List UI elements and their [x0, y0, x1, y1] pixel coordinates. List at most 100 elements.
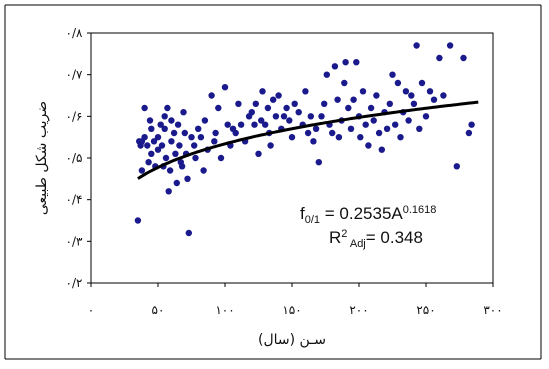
data-point — [201, 117, 209, 124]
data-point — [138, 167, 146, 174]
eq-base: f — [300, 204, 305, 223]
data-point — [158, 142, 166, 149]
data-point — [235, 100, 242, 108]
data-point — [422, 113, 430, 120]
data-point — [329, 129, 336, 137]
data-point — [357, 134, 364, 141]
data-point — [162, 154, 170, 162]
x-tick-label: ۵۰ — [152, 303, 165, 317]
data-point — [192, 154, 199, 162]
data-point — [168, 117, 175, 124]
data-point — [161, 125, 168, 132]
data-point — [310, 138, 317, 145]
data-point — [168, 138, 175, 145]
data-point — [365, 142, 372, 149]
data-point — [460, 54, 467, 62]
eq-sup: 0.1618 — [403, 204, 437, 216]
data-point — [465, 129, 473, 137]
data-point — [370, 117, 377, 124]
data-point — [392, 121, 399, 128]
y-tick-label: ۰/۳ — [66, 234, 83, 248]
data-point — [453, 163, 460, 170]
x-tick-label: ۳۰۰ — [483, 303, 502, 317]
data-point — [197, 134, 205, 141]
data-point — [383, 125, 391, 132]
data-point — [172, 150, 179, 157]
data-point — [237, 121, 245, 128]
data-point — [342, 59, 349, 66]
data-point — [468, 121, 475, 128]
data-point — [252, 100, 259, 108]
data-point — [394, 79, 402, 87]
data-point — [334, 96, 341, 103]
data-point — [286, 117, 293, 124]
y-tick-label: ۰/۶ — [66, 109, 83, 123]
data-point — [166, 167, 174, 174]
data-point — [446, 42, 454, 49]
data-point — [170, 129, 178, 137]
x-axis-label: سـن (سال) — [258, 332, 326, 348]
data-point — [347, 125, 355, 132]
y-tick-label: ۰/۲ — [66, 276, 83, 290]
data-point — [267, 142, 274, 149]
data-point — [386, 100, 393, 108]
data-point — [176, 142, 183, 149]
fit-equation: f0/1 = 0.2535A0.1618 — [300, 204, 436, 226]
data-point — [154, 146, 162, 153]
x-axis-ticks: ۰ ۵۰ ۱۰۰ ۱۵۰ ۲۰۰ ۲۵۰ ۳۰۰ — [88, 283, 503, 317]
data-point — [283, 104, 290, 112]
data-point — [440, 92, 447, 99]
data-point — [185, 229, 192, 237]
data-point — [224, 121, 231, 128]
data-point — [212, 129, 219, 137]
x-tick-label: ۲۰۰ — [349, 303, 368, 317]
data-point — [408, 92, 415, 99]
data-point — [389, 71, 396, 78]
data-point — [164, 104, 171, 112]
data-point — [272, 113, 280, 120]
eq-sub: 0/1 — [305, 214, 320, 226]
data-point — [418, 79, 426, 87]
data-point — [215, 104, 222, 112]
x-tick-label: ۲۵۰ — [416, 303, 435, 317]
data-point — [211, 138, 218, 145]
data-point — [181, 129, 188, 137]
data-points — [134, 42, 475, 237]
data-point — [323, 71, 330, 78]
data-point — [148, 150, 155, 157]
data-point — [345, 104, 352, 112]
x-tick-label: ۱۵۰ — [282, 303, 301, 317]
data-point — [307, 113, 314, 120]
data-point — [154, 134, 162, 141]
data-point — [161, 113, 168, 120]
data-point — [318, 113, 325, 120]
data-point — [200, 167, 207, 174]
y-axis-ticks: ۰/۲ ۰/۳ ۰/۴ ۰/۵ ۰/۶ ۰/۷ ۰/۸ — [66, 26, 91, 290]
data-point — [141, 134, 148, 141]
data-point — [144, 142, 151, 149]
data-point — [362, 121, 369, 128]
data-point — [341, 79, 348, 87]
data-point — [291, 100, 298, 108]
r2-sub: Adj — [347, 238, 365, 250]
data-point — [262, 121, 269, 128]
r2-base: R — [329, 228, 341, 247]
data-point — [359, 88, 367, 95]
data-point — [188, 134, 195, 141]
data-point — [208, 92, 215, 99]
trend-curve — [137, 100, 479, 180]
data-point — [259, 88, 266, 95]
x-tick-label: ۰ — [88, 303, 94, 317]
data-point — [275, 92, 282, 99]
data-point — [173, 179, 180, 187]
data-point — [430, 96, 438, 103]
data-point — [191, 142, 198, 149]
y-tick-label: ۰/۵ — [66, 151, 83, 165]
data-point — [405, 117, 412, 124]
r2-sup: 2 — [341, 228, 347, 240]
eq-mid: = 0.2535A — [320, 204, 403, 223]
data-point — [302, 88, 309, 95]
y-tick-label: ۰/۸ — [66, 26, 83, 40]
data-point — [410, 100, 418, 108]
